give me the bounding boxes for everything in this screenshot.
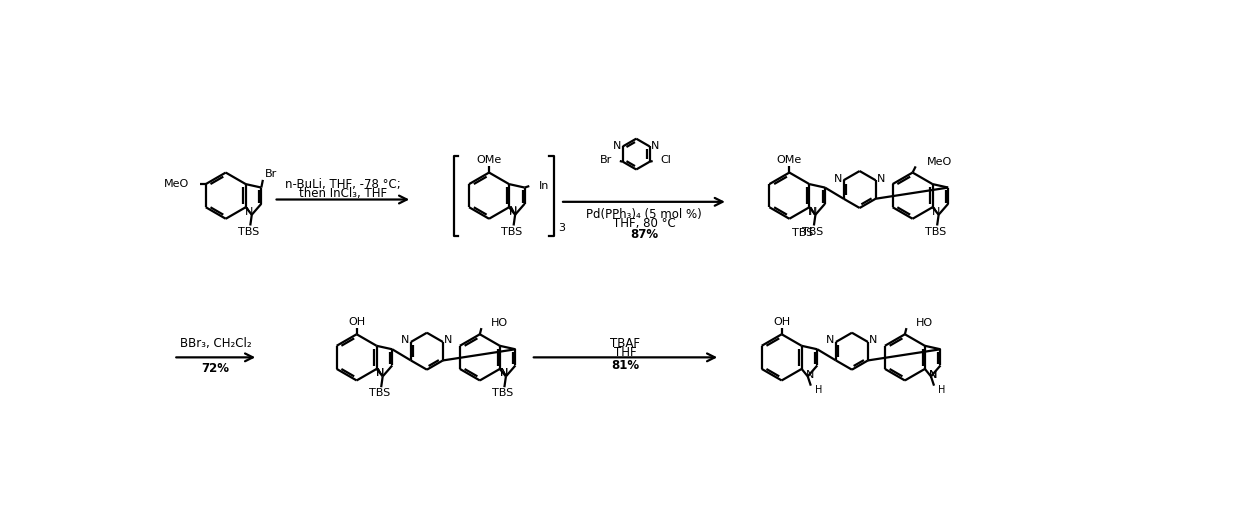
Text: N: N: [613, 141, 622, 151]
Text: OMe: OMe: [477, 155, 502, 165]
Text: TBS: TBS: [802, 227, 823, 236]
Text: OH: OH: [773, 317, 790, 327]
Text: TBS: TBS: [238, 227, 259, 236]
Text: N: N: [499, 369, 508, 378]
Text: N: N: [509, 206, 517, 216]
Text: n-BuLi, THF, -78 °C;: n-BuLi, THF, -78 °C;: [285, 178, 400, 191]
Text: Pd(PPh₃)₄ (5 mol %): Pd(PPh₃)₄ (5 mol %): [586, 208, 701, 221]
Text: N: N: [929, 370, 938, 380]
Text: N: N: [377, 369, 384, 378]
Text: N: N: [929, 370, 938, 380]
Text: HO: HO: [916, 319, 933, 328]
Text: N: N: [808, 207, 817, 216]
Text: N: N: [401, 336, 410, 345]
Text: N: N: [877, 174, 885, 183]
Text: MeO: MeO: [927, 157, 952, 167]
Text: N: N: [444, 336, 452, 345]
Text: 3: 3: [559, 223, 565, 233]
Text: N: N: [834, 174, 843, 183]
Text: N: N: [377, 369, 384, 378]
Text: N: N: [805, 370, 814, 380]
Text: TBS: TBS: [926, 227, 947, 236]
Text: N: N: [245, 207, 254, 216]
Text: N: N: [650, 141, 659, 151]
Text: N: N: [509, 207, 517, 216]
Text: N: N: [932, 207, 940, 216]
Text: TBS: TBS: [492, 389, 513, 398]
Text: Br: Br: [264, 169, 276, 179]
Text: 72%: 72%: [202, 362, 229, 375]
Text: TBS: TBS: [792, 228, 813, 238]
Text: Cl: Cl: [660, 155, 672, 165]
Text: In: In: [539, 181, 549, 191]
Text: 81%: 81%: [611, 359, 639, 372]
Text: N: N: [809, 207, 818, 216]
Text: N: N: [826, 336, 835, 345]
Text: TBS: TBS: [502, 227, 523, 236]
Text: THF, 80 °C: THF, 80 °C: [612, 217, 675, 230]
Text: OMe: OMe: [777, 155, 802, 165]
Text: MeO: MeO: [164, 179, 188, 189]
Text: BBr₃, CH₂Cl₂: BBr₃, CH₂Cl₂: [180, 337, 252, 350]
Text: then InCl₃, THF: then InCl₃, THF: [299, 187, 387, 200]
Text: THF: THF: [615, 346, 637, 359]
Text: TBS: TBS: [369, 389, 390, 398]
Text: TBAF: TBAF: [611, 337, 641, 350]
Text: Br: Br: [600, 155, 612, 165]
Text: H: H: [815, 386, 821, 395]
Text: N: N: [869, 336, 877, 345]
Text: OH: OH: [348, 317, 366, 327]
Text: 87%: 87%: [629, 228, 658, 241]
Text: N: N: [499, 369, 508, 378]
Text: H: H: [938, 386, 945, 395]
Text: HO: HO: [491, 319, 508, 328]
